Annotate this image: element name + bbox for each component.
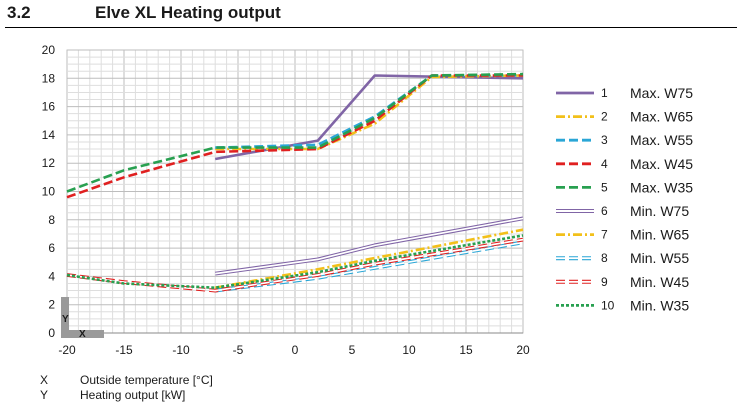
series-10: [66, 234, 524, 289]
x-tick-label: 15: [459, 343, 473, 357]
y-tick-label: 18: [42, 71, 56, 85]
axis-corner-shape: [61, 297, 104, 338]
x-tick-label: -5: [233, 343, 244, 357]
legend-number: 10: [601, 298, 615, 312]
legend-number: 6: [601, 204, 608, 218]
legend-item: 1 Max. W75: [556, 85, 693, 101]
legend-item: 6 Min. W75: [556, 203, 689, 219]
x-tick-labels: -20 -15 -10 -5 0 5 10 15 20: [58, 343, 530, 357]
y-tick-labels: 0 2 4 6 8 10 12 14 16 18 20: [42, 43, 56, 340]
legend-label: Max. W65: [630, 109, 693, 125]
y-tick-label: 2: [48, 298, 55, 312]
series-8: [214, 240, 524, 293]
legend-label: Min. W45: [630, 274, 689, 290]
y-tick-label: 14: [42, 128, 56, 142]
series-7: [214, 228, 524, 289]
y-tick-label: 4: [48, 269, 55, 283]
x-tick-label: 0: [292, 343, 299, 357]
y-tick-label: 20: [42, 43, 56, 57]
x-tick-label: -10: [172, 343, 190, 357]
legend-number: 4: [601, 157, 608, 171]
legend-label: Min. W55: [630, 250, 689, 266]
y-axis-marker: Y: [62, 314, 69, 325]
series-line: [66, 234, 524, 289]
chart-grid: [66, 49, 524, 334]
section-title: Elve XL Heating output: [95, 3, 281, 22]
legend-label: Max. W55: [630, 132, 693, 148]
y-tick-label: 12: [42, 156, 56, 170]
legend-number: 3: [601, 133, 608, 147]
legend-number: 5: [601, 180, 608, 194]
legend-number: 2: [601, 110, 608, 124]
axis-corner-marker: Y X: [61, 297, 104, 340]
legend-item: 8 Min. W55: [556, 250, 689, 266]
legend-item: 5 Max. W35: [556, 179, 693, 195]
x-tick-label: -15: [115, 343, 133, 357]
axis-key-letter: Y: [40, 388, 49, 402]
legend-label: Max. W35: [630, 179, 693, 195]
series-line-inner: [215, 241, 524, 292]
y-tick-label: 0: [48, 326, 55, 340]
legend-item: 2 Max. W65: [556, 109, 693, 125]
legend-label: Max. W75: [630, 85, 693, 101]
x-tick-label: 20: [516, 343, 530, 357]
axis-key-letter: X: [40, 373, 49, 387]
section-number: 3.2: [7, 3, 31, 22]
legend-label: Min. W75: [630, 203, 689, 219]
x-tick-label: -20: [58, 343, 76, 357]
legend-item: 9 Min. W45: [556, 274, 689, 290]
legend-number: 7: [601, 228, 608, 242]
legend-number: 9: [601, 275, 608, 289]
legend-item: 7 Min. W65: [556, 227, 689, 243]
legend-number: 1: [601, 86, 608, 100]
legend-label: Min. W65: [630, 227, 689, 243]
data-series: [66, 72, 524, 293]
legend-item: 3 Max. W55: [556, 132, 693, 148]
legend-label: Max. W45: [630, 156, 693, 172]
y-tick-label: 10: [42, 185, 56, 199]
y-tick-label: 8: [48, 213, 55, 227]
legend-number: 8: [601, 251, 608, 265]
section-header: 3.2 Elve XL Heating output: [5, 0, 737, 28]
legend-item: 4 Max. W45: [556, 156, 693, 172]
x-tick-label: 5: [349, 343, 356, 357]
series-6: [214, 216, 524, 276]
series-line-inner: [215, 217, 524, 275]
axis-key-description: Heating output [kW]: [80, 388, 186, 402]
axis-key-description: Outside temperature [°C]: [80, 373, 213, 387]
x-axis-marker: X: [79, 329, 86, 340]
legend-item: 10 Min. W35: [556, 297, 689, 313]
y-tick-label: 6: [48, 241, 55, 255]
x-tick-label: 10: [402, 343, 416, 357]
series-5: [66, 72, 524, 193]
series-line: [66, 72, 524, 193]
y-tick-label: 16: [42, 100, 56, 114]
legend-label: Min. W35: [630, 297, 689, 313]
chart-legend: 1 Max. W75 2 Max. W65 3 Max. W55 4 Max. W45 5 Max…: [556, 85, 693, 313]
series-line: [214, 228, 524, 289]
